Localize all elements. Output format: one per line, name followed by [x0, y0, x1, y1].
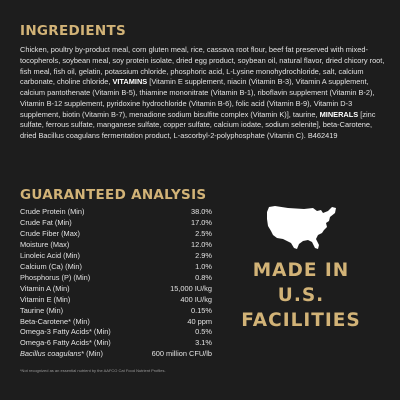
nutrient-value: 38.0%: [191, 207, 212, 216]
badge-line-1: MADE IN: [252, 260, 350, 281]
nutrient-value: 2.9%: [195, 250, 212, 260]
footnote: *Not recognized as an essential nutrient…: [20, 368, 166, 373]
nutrient-name: Moisture (Max): [20, 239, 70, 249]
nutrient-name: Bacillus coagulans* (Min): [20, 349, 135, 360]
bacillus-name: Bacillus coagulans: [20, 349, 82, 359]
table-row: Omega-3 Fatty Acids* (Min) 0.5%: [20, 327, 212, 338]
nutrient-value: 12.0%: [191, 239, 212, 249]
badge-line-2: U.S.: [277, 285, 325, 306]
table-row: Omega-6 Fatty Acids* (Min) 3.1%: [20, 338, 212, 349]
guaranteed-analysis-table: Crude Protein (Min) 38.0% Crude Fat (Min)…: [20, 207, 212, 360]
table-row: Bacillus coagulans* (Min) 600 million CFU…: [20, 349, 212, 360]
nutrient-name: Crude Protein (Min): [20, 207, 85, 216]
nutrient-name: Crude Fiber (Max): [20, 228, 80, 238]
nutrient-name: Taurine (Min): [20, 305, 64, 315]
guaranteed-analysis-heading: GUARANTEED ANALYSIS: [20, 187, 207, 203]
nutrient-name: Omega-3 Fatty Acids* (Min): [20, 327, 111, 337]
nutrient-value: 0.15%: [191, 305, 212, 315]
table-row: Moisture (Max) 12.0%: [20, 240, 212, 251]
nutrient-name: Calcium (Ca) (Min): [20, 261, 83, 271]
table-row: Crude Fiber (Max) 2.5%: [20, 229, 212, 240]
nutrient-value: 17.0%: [191, 217, 212, 227]
nutrient-value: 3.1%: [195, 338, 212, 348]
bacillus-suffix: * (Min): [81, 349, 103, 359]
table-row: Crude Fat (Min) 17.0%: [20, 218, 212, 229]
table-row: Vitamin E (Min) 400 IU/kg: [20, 295, 212, 306]
table-row: Crude Protein (Min) 38.0%: [20, 207, 212, 218]
ingredients-text: Chicken, poultry by-product meal, corn g…: [20, 45, 388, 142]
ingredients-text-part-3: [zinc sulfate, ferrous sulfate, manganes…: [20, 109, 376, 141]
ingredients-text-part-1: Chicken, poultry by-product meal, corn g…: [20, 45, 385, 87]
badge-line-3: FACILITIES: [241, 310, 361, 331]
nutrient-name: Vitamin E (Min): [20, 294, 71, 304]
nutrient-value: 400 IU/kg: [180, 294, 212, 304]
nutrient-value: 2.5%: [195, 228, 212, 238]
ingredients-heading: INGREDIENTS: [20, 23, 127, 39]
table-row: Phosphorus (P) (Min) 0.8%: [20, 273, 212, 284]
nutrient-name: Linoleic Acid (Min): [20, 250, 80, 260]
nutrient-value: 40 ppm: [187, 316, 212, 326]
nutrient-value: 0.5%: [195, 327, 212, 337]
vitamins-label: VITAMINS: [112, 77, 148, 87]
nutrient-name: Vitamin A (Min): [20, 283, 70, 293]
nutrient-name: Beta-Carotene* (Min): [20, 316, 90, 326]
ingredients-text-part-2: [Vitamin E supplement, niacin (Vitamin B…: [20, 77, 375, 119]
table-row: Vitamin A (Min) 15,000 IU/kg: [20, 284, 212, 295]
table-row: Linoleic Acid (Min) 2.9%: [20, 251, 212, 262]
table-row: Calcium (Ca) (Min) 1.0%: [20, 262, 212, 273]
minerals-label: MINERALS: [319, 109, 359, 119]
usa-map-icon: [267, 206, 336, 249]
nutrient-name: Crude Fat (Min): [20, 217, 72, 227]
made-in-usa-badge: MADE IN U.S. FACILITIES: [236, 258, 366, 333]
nutrient-name: Phosphorus (P) (Min): [20, 272, 91, 282]
nutrient-name: Omega-6 Fatty Acids* (Min): [20, 338, 111, 348]
nutrient-value: 15,000 IU/kg: [170, 283, 212, 293]
table-row: Taurine (Min) 0.15%: [20, 306, 212, 317]
nutrient-value: 600 million CFU/lb: [151, 349, 212, 359]
nutrient-value: 0.8%: [195, 272, 212, 282]
table-row: Beta-Carotene* (Min) 40 ppm: [20, 317, 212, 328]
nutrient-value: 1.0%: [195, 261, 212, 271]
